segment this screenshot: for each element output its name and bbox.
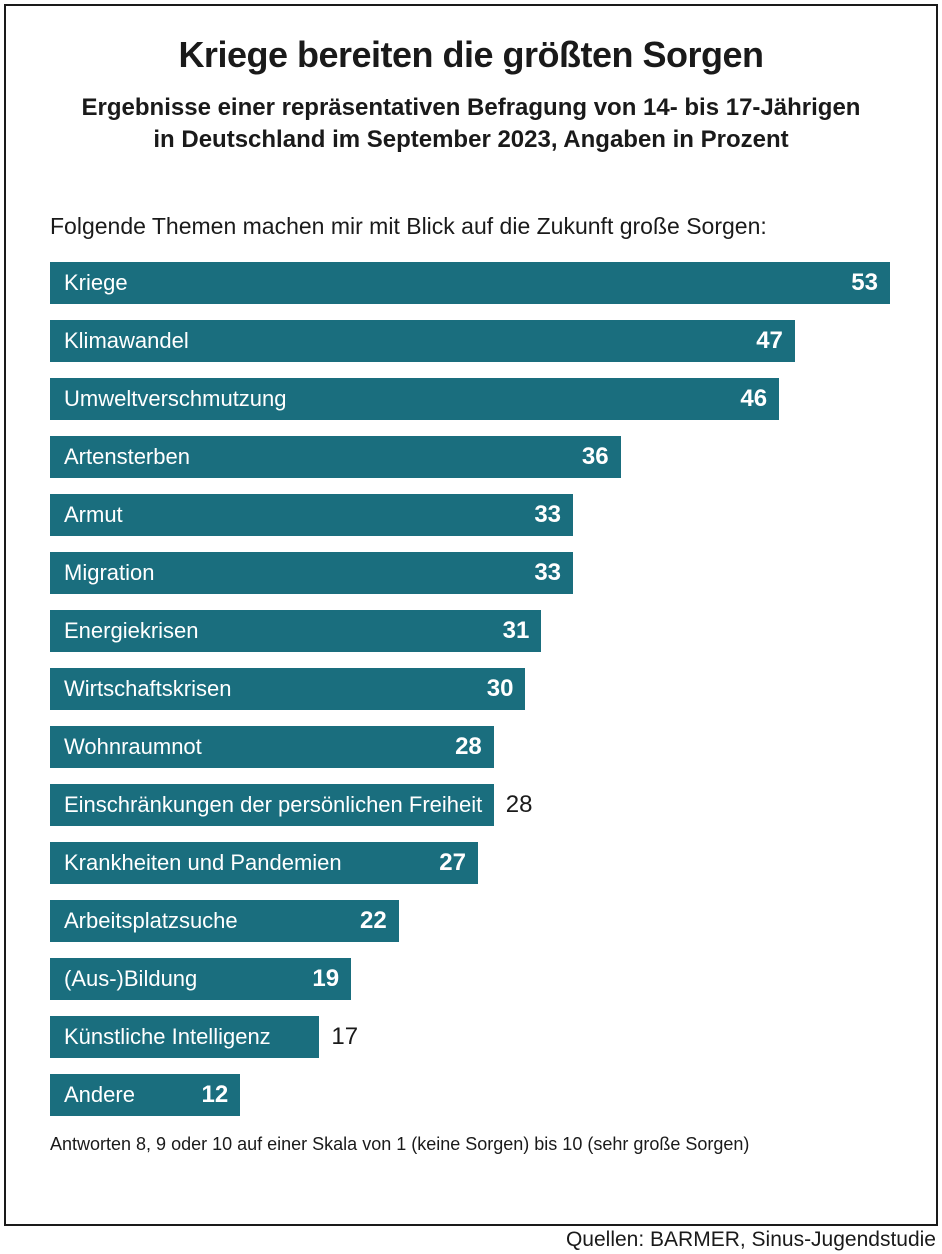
- bar-row: Umweltverschmutzung 46: [50, 378, 892, 420]
- subtitle-line-1: Ergebnisse einer repräsentativen Befragu…: [82, 94, 861, 121]
- bar-row: Energiekrisen 31: [50, 610, 892, 652]
- bar-label: Andere: [64, 1082, 135, 1108]
- bar: Krankheiten und Pandemien 27: [50, 842, 478, 884]
- bar-row: (Aus-)Bildung 19: [50, 958, 892, 1000]
- bar: Klimawandel 47: [50, 320, 795, 362]
- bar-value: 36: [582, 443, 609, 471]
- bar-value: 31: [503, 617, 530, 645]
- bar-label: Klimawandel: [64, 328, 189, 354]
- bar-row: Kriege 53: [50, 262, 892, 304]
- bar-row: Einschränkungen der persönlichen Freihei…: [50, 784, 892, 826]
- chart-frame: Kriege bereiten die größten Sorgen Ergeb…: [4, 4, 938, 1226]
- bar-row: Wohnraumnot 28: [50, 726, 892, 768]
- bar-value: 30: [487, 675, 514, 703]
- bar-value: 12: [201, 1081, 228, 1109]
- bar-value: 33: [534, 559, 561, 587]
- bar-label: Krankheiten und Pandemien: [64, 850, 342, 876]
- bar-value: 46: [740, 385, 767, 413]
- bar-row: Klimawandel 47: [50, 320, 892, 362]
- bar: Migration 33: [50, 552, 573, 594]
- chart-title: Kriege bereiten die größten Sorgen: [50, 34, 892, 76]
- bar: Artensterben 36: [50, 436, 621, 478]
- bar: Künstliche Intelligenz: [50, 1016, 319, 1058]
- bar: Arbeitsplatzsuche 22: [50, 900, 399, 942]
- bar-label: (Aus-)Bildung: [64, 966, 197, 992]
- bar-row: Künstliche Intelligenz 17: [50, 1016, 892, 1058]
- bar-label: Umweltverschmutzung: [64, 386, 287, 412]
- bar: Armut 33: [50, 494, 573, 536]
- bar-row: Arbeitsplatzsuche 22: [50, 900, 892, 942]
- bar-label: Einschränkungen der persönlichen Freihei…: [64, 792, 482, 818]
- bar: Wohnraumnot 28: [50, 726, 494, 768]
- bar: Umweltverschmutzung 46: [50, 378, 779, 420]
- bar-label: Wirtschaftskrisen: [64, 676, 231, 702]
- bar-value: 28: [455, 733, 482, 761]
- chart-sources: Quellen: BARMER, Sinus-Jugendstudie: [566, 1228, 936, 1252]
- bar-row: Migration 33: [50, 552, 892, 594]
- bar-row: Andere 12: [50, 1074, 892, 1116]
- bar-label: Artensterben: [64, 444, 190, 470]
- bar: Wirtschaftskrisen 30: [50, 668, 525, 710]
- chart-subtitle: Ergebnisse einer repräsentativen Befragu…: [50, 92, 892, 157]
- subtitle-line-2: in Deutschland im September 2023, Angabe…: [153, 126, 788, 153]
- bar-label: Künstliche Intelligenz: [64, 1024, 271, 1050]
- bar-row: Artensterben 36: [50, 436, 892, 478]
- bar-value: 33: [534, 501, 561, 529]
- bar-row: Wirtschaftskrisen 30: [50, 668, 892, 710]
- bar-value: 27: [439, 849, 466, 877]
- bar-chart: Kriege 53 Klimawandel 47 Umweltverschmutzung…: [50, 262, 892, 1116]
- bar-label: Armut: [64, 502, 123, 528]
- bar: Andere 12: [50, 1074, 240, 1116]
- bar-label: Wohnraumnot: [64, 734, 202, 760]
- bar-label: Energiekrisen: [64, 618, 199, 644]
- bar-value: 47: [756, 327, 783, 355]
- bar-value: 22: [360, 907, 387, 935]
- bar: Kriege 53: [50, 262, 890, 304]
- bar-label: Arbeitsplatzsuche: [64, 908, 238, 934]
- bar-row: Armut 33: [50, 494, 892, 536]
- bar-value: 53: [851, 269, 878, 297]
- bar: Einschränkungen der persönlichen Freihei…: [50, 784, 494, 826]
- bar-value: 19: [312, 965, 339, 993]
- bar-value: 28: [506, 791, 533, 819]
- bar-label: Migration: [64, 560, 154, 586]
- chart-question: Folgende Themen machen mir mit Blick auf…: [50, 213, 892, 240]
- bar: (Aus-)Bildung 19: [50, 958, 351, 1000]
- bar-label: Kriege: [64, 270, 128, 296]
- bar-row: Krankheiten und Pandemien 27: [50, 842, 892, 884]
- chart-footnote: Antworten 8, 9 oder 10 auf einer Skala v…: [50, 1134, 892, 1155]
- bar-value: 17: [331, 1023, 358, 1051]
- bar: Energiekrisen 31: [50, 610, 541, 652]
